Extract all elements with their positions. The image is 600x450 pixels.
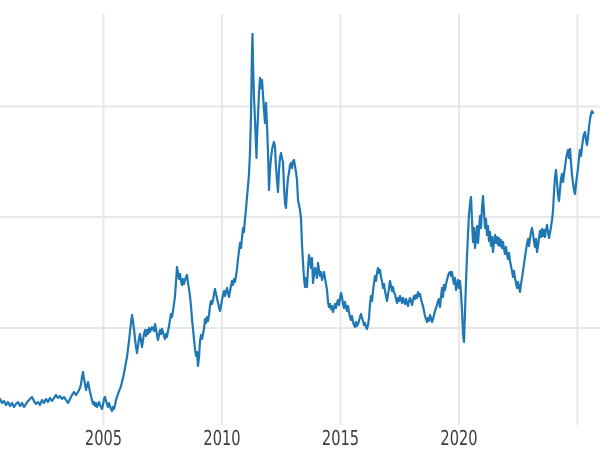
- price-history-line: [0, 32, 595, 413]
- x-axis-labels: 2005 2010 2015 2020: [85, 428, 478, 450]
- x-tick-label: 2010: [203, 428, 240, 450]
- series-group: [0, 32, 595, 413]
- x-tick-label: 2005: [85, 428, 122, 450]
- x-tick-label: 2015: [322, 428, 359, 450]
- x-tick-label: 2020: [440, 428, 477, 450]
- gridlines: [0, 14, 600, 425]
